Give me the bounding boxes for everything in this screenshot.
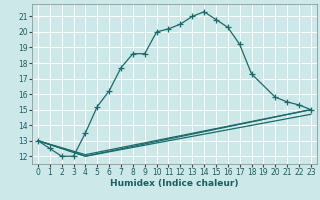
X-axis label: Humidex (Indice chaleur): Humidex (Indice chaleur)	[110, 179, 239, 188]
